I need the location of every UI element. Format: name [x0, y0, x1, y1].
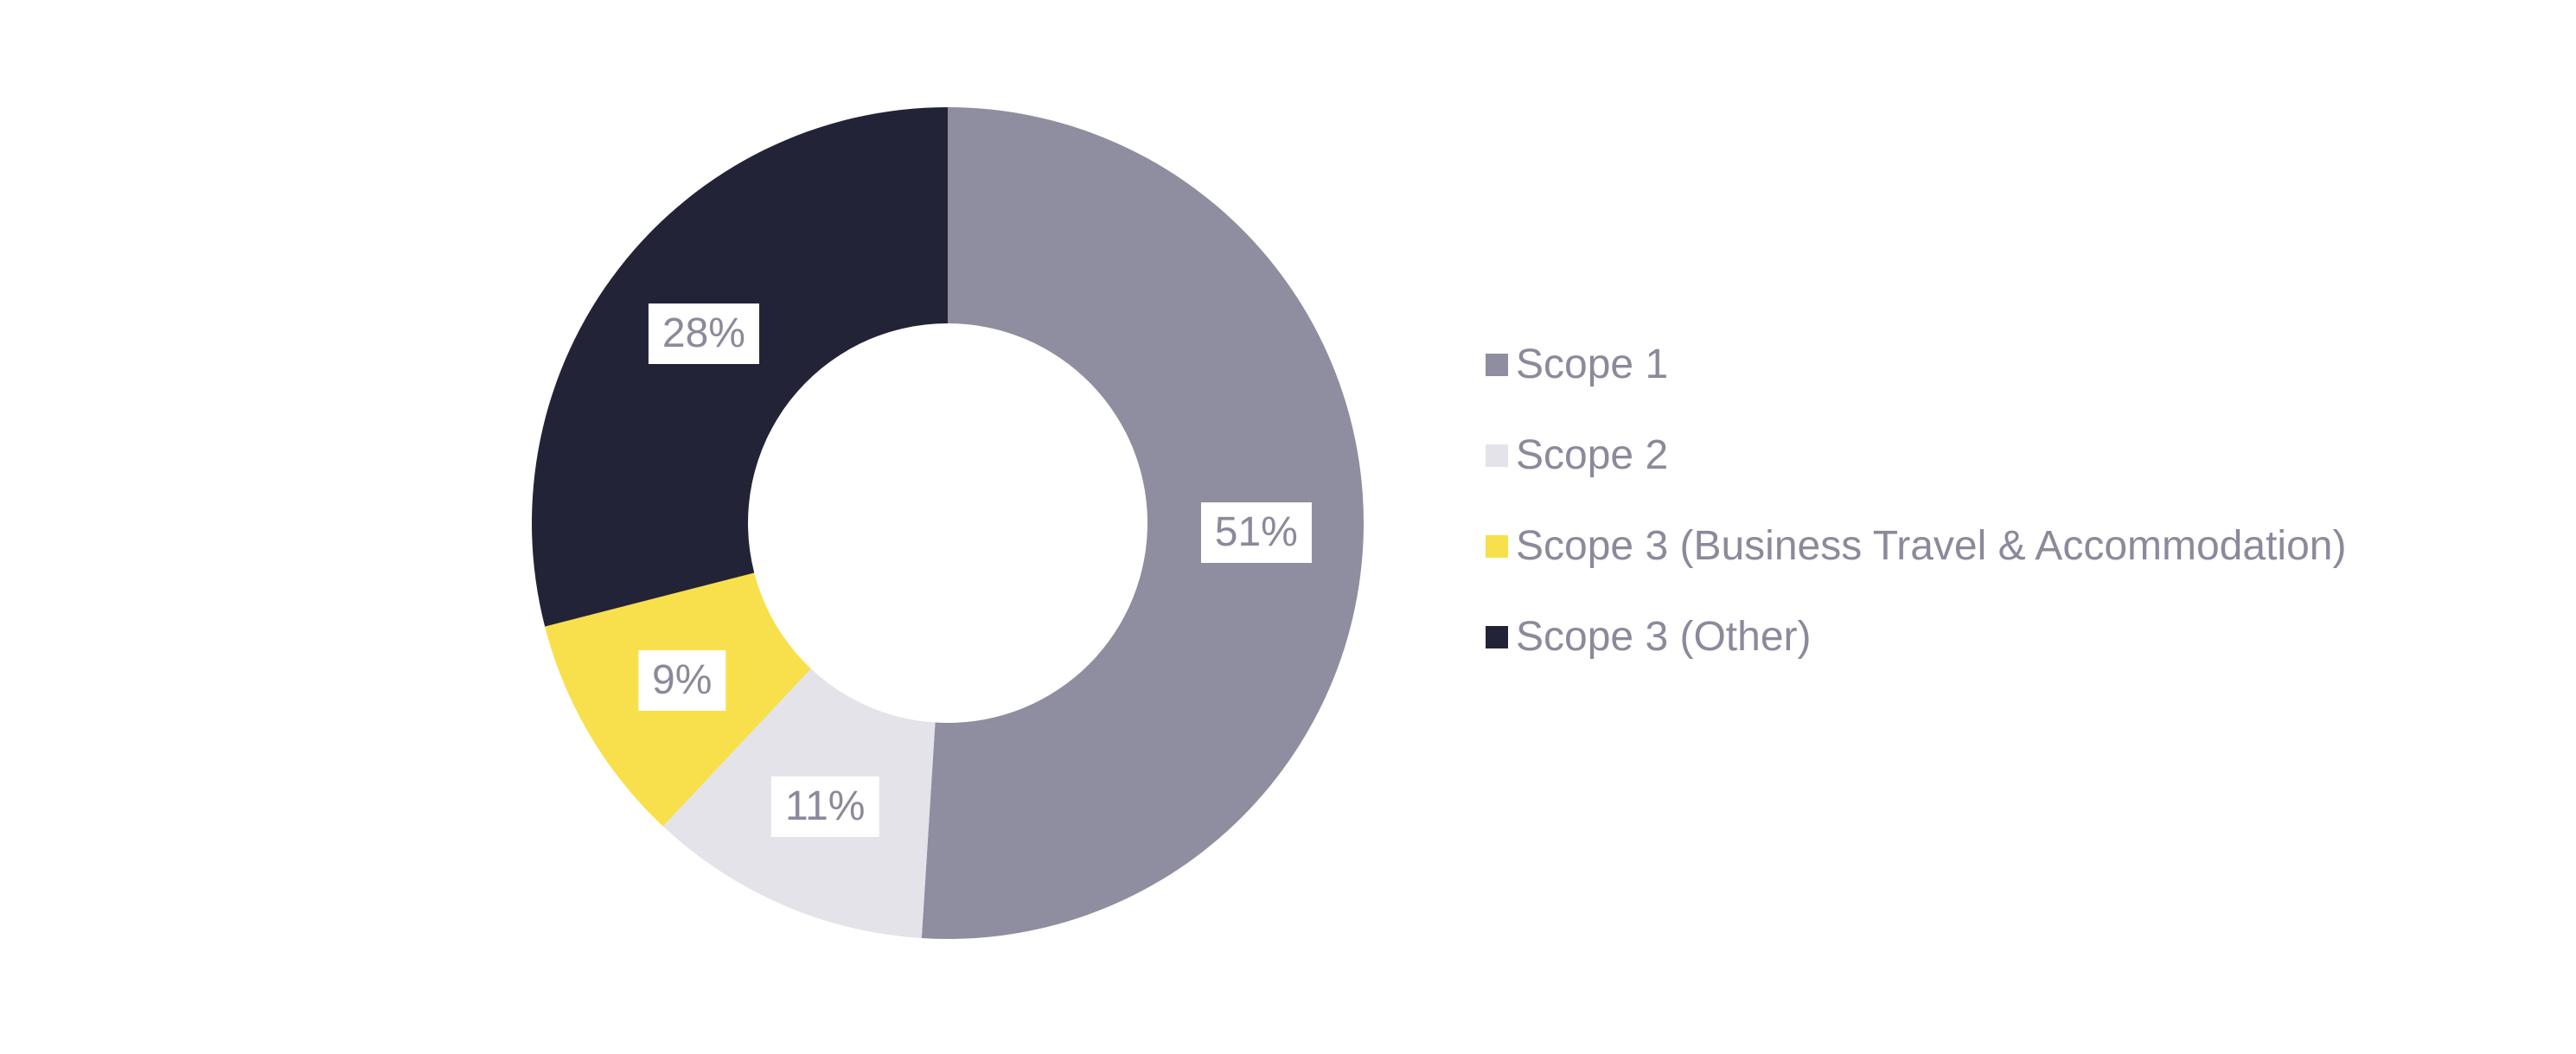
legend-swatch-scope-1: [1486, 354, 1508, 376]
slice-value-label-scope-3-other: 28%: [648, 303, 759, 365]
legend-item-scope-2: Scope 2: [1486, 434, 2346, 477]
legend-item-scope-3-business-travel-accommodation: Scope 3 (Business Travel & Accommodation…: [1486, 525, 2346, 568]
legend-label-scope-3-other: Scope 3 (Other): [1516, 614, 1812, 660]
legend-label-scope-3-business-travel-accommodation: Scope 3 (Business Travel & Accommodation…: [1516, 523, 2347, 569]
donut-slice-scope-1: [921, 107, 1364, 939]
legend-swatch-scope-2: [1486, 444, 1508, 467]
chart-legend: Scope 1 Scope 2 Scope 3 (Business Travel &…: [1486, 343, 2346, 706]
donut-slice-scope-3-other: [532, 107, 948, 627]
legend-swatch-scope-3-business-travel-accommodation: [1486, 535, 1508, 558]
legend-label-scope-1: Scope 1: [1516, 342, 1669, 387]
slice-value-label-scope-2: 11%: [770, 776, 879, 837]
slice-value-label-scope-1: 51%: [1200, 502, 1312, 564]
legend-item-scope-1: Scope 1: [1486, 343, 2346, 386]
slice-value-label-scope-3-business-travel-accommodation: 9%: [638, 649, 726, 711]
legend-swatch-scope-3-other: [1486, 626, 1508, 648]
legend-label-scope-2: Scope 2: [1516, 432, 1669, 478]
legend-item-scope-3-other: Scope 3 (Other): [1486, 616, 2346, 659]
